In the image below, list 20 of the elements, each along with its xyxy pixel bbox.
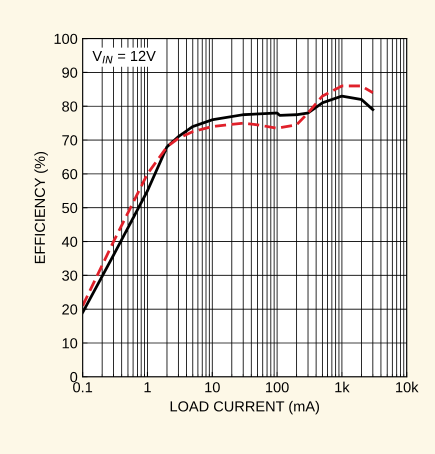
x-tick-label: 0.1: [73, 382, 92, 392]
y-tick-label: 20: [62, 304, 78, 315]
x-tick-label: 10k: [396, 382, 419, 392]
x-tick-label: 1: [144, 382, 151, 392]
y-tick-label: 30: [62, 270, 78, 281]
x-tick-label: 1k: [335, 382, 350, 392]
annotation: V$_{IN}$ = 12V: [92, 50, 156, 64]
x-axis-title: LOAD CURRENT (mA): [170, 400, 320, 414]
y-axis-title: EFFICIENCY (%): [34, 152, 48, 264]
y-tick-label: 70: [62, 135, 78, 146]
y-tick-label: 100: [54, 34, 78, 44]
y-tick-label: 90: [62, 68, 78, 78]
y-tick-label: 40: [62, 236, 78, 247]
y-tick-label: 60: [62, 168, 78, 180]
y-tick-label: 80: [62, 101, 78, 112]
x-tick-label: 10: [205, 382, 220, 392]
x-tick-label: 100: [266, 382, 289, 392]
y-tick-label: 10: [62, 338, 78, 348]
y-tick-label: 50: [62, 202, 78, 214]
y-tick-label: 0: [70, 372, 78, 382]
